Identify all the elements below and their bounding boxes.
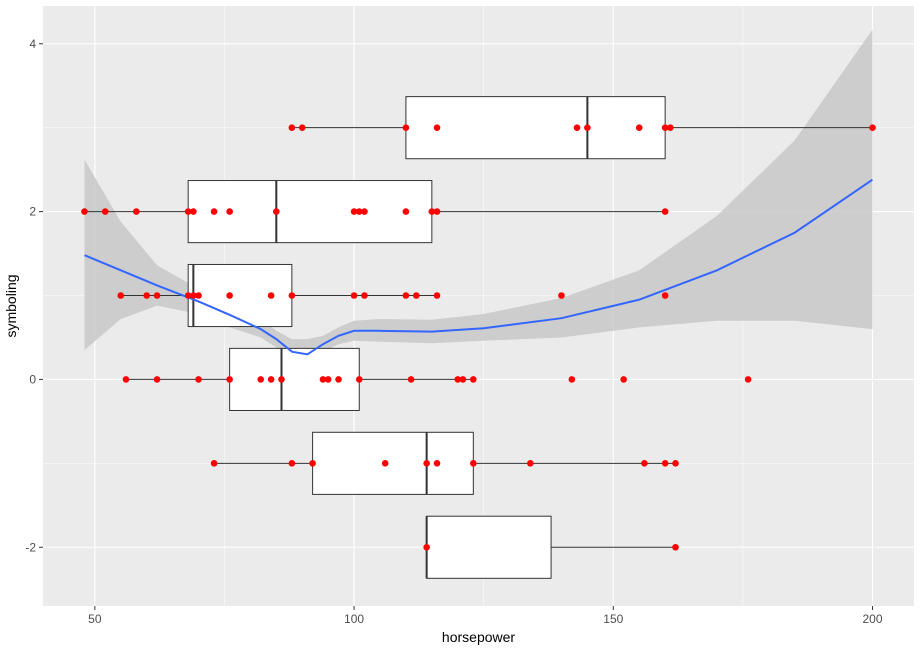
data-point bbox=[288, 124, 296, 131]
data-point bbox=[190, 292, 197, 299]
data-point bbox=[620, 376, 627, 383]
data-point bbox=[744, 376, 752, 383]
box-iqr bbox=[405, 96, 666, 160]
data-point bbox=[402, 292, 410, 299]
boxplot--1 bbox=[214, 431, 676, 495]
data-point bbox=[423, 460, 430, 467]
data-point bbox=[195, 376, 202, 383]
x-tick-label: 200 bbox=[863, 612, 883, 626]
data-point bbox=[423, 543, 430, 551]
data-point bbox=[267, 292, 275, 299]
data-point bbox=[573, 124, 581, 131]
data-point bbox=[667, 124, 674, 131]
data-point bbox=[226, 292, 233, 299]
smooth-line bbox=[84, 178, 874, 356]
data-point bbox=[470, 460, 477, 467]
data-point bbox=[335, 376, 342, 383]
data-points bbox=[81, 124, 876, 551]
confidence-ribbon bbox=[84, 29, 873, 367]
data-point bbox=[350, 208, 358, 215]
y-tick-label: -2 bbox=[25, 540, 36, 554]
confidence-band bbox=[84, 29, 873, 367]
x-tick-label: 50 bbox=[88, 612, 102, 626]
data-point bbox=[355, 208, 363, 215]
data-point bbox=[407, 376, 415, 383]
data-point bbox=[226, 376, 233, 383]
x-axis-title: horsepower bbox=[442, 629, 515, 645]
data-point bbox=[153, 292, 161, 299]
data-point bbox=[454, 376, 462, 383]
y-tick-label: 0 bbox=[29, 372, 36, 386]
data-point bbox=[350, 292, 358, 299]
box-iqr bbox=[426, 515, 552, 579]
box-iqr bbox=[312, 431, 474, 495]
data-point bbox=[641, 460, 648, 467]
y-tick-label: 2 bbox=[29, 205, 36, 219]
data-point bbox=[190, 208, 197, 215]
axis-ticks: 50 100 150 200 -2 0 2 4 bbox=[25, 37, 883, 626]
data-point bbox=[210, 208, 218, 215]
data-point bbox=[661, 292, 669, 299]
data-point bbox=[143, 292, 150, 299]
data-point bbox=[273, 208, 280, 215]
data-point bbox=[195, 292, 202, 299]
box-iqr bbox=[187, 180, 433, 244]
data-point bbox=[226, 208, 233, 215]
data-point bbox=[672, 543, 679, 551]
smooth-line-layer bbox=[84, 178, 874, 356]
data-point bbox=[355, 376, 363, 383]
data-point bbox=[433, 460, 441, 467]
data-point bbox=[402, 208, 410, 215]
data-point bbox=[288, 460, 296, 467]
data-point bbox=[184, 292, 192, 299]
data-point bbox=[210, 460, 218, 467]
data-point bbox=[381, 460, 389, 467]
data-point bbox=[184, 208, 192, 215]
x-tick-label: 150 bbox=[603, 612, 623, 626]
x-tick-label: 100 bbox=[344, 612, 364, 626]
data-point bbox=[568, 376, 576, 383]
data-point bbox=[433, 292, 441, 299]
y-tick-label: 4 bbox=[29, 37, 36, 51]
data-point bbox=[661, 460, 669, 467]
boxplot--2 bbox=[425, 515, 676, 579]
data-point bbox=[558, 292, 565, 299]
data-point bbox=[402, 124, 410, 131]
data-point bbox=[101, 208, 109, 215]
data-point bbox=[122, 376, 130, 383]
data-point bbox=[672, 460, 679, 467]
data-point bbox=[459, 376, 467, 383]
data-point bbox=[412, 292, 420, 299]
data-point bbox=[257, 376, 265, 383]
y-axis-title: symboling bbox=[3, 274, 19, 337]
data-point bbox=[278, 376, 285, 383]
data-point bbox=[81, 208, 88, 215]
data-point bbox=[267, 376, 275, 383]
data-point bbox=[361, 208, 368, 215]
data-point bbox=[309, 460, 316, 467]
data-point bbox=[433, 208, 441, 215]
data-point bbox=[584, 124, 591, 131]
data-point bbox=[527, 460, 534, 467]
data-point bbox=[470, 376, 477, 383]
data-point bbox=[288, 292, 296, 299]
box-iqr bbox=[187, 263, 293, 328]
data-point bbox=[661, 124, 669, 131]
data-point bbox=[433, 124, 441, 131]
data-point bbox=[298, 124, 306, 131]
data-point bbox=[319, 376, 327, 383]
data-point bbox=[869, 124, 876, 131]
data-point bbox=[324, 376, 332, 383]
data-point bbox=[661, 208, 669, 215]
data-point bbox=[117, 292, 125, 299]
data-point bbox=[153, 376, 161, 383]
data-point bbox=[361, 292, 368, 299]
data-point bbox=[133, 208, 140, 215]
data-point bbox=[428, 208, 436, 215]
data-point bbox=[635, 124, 643, 131]
